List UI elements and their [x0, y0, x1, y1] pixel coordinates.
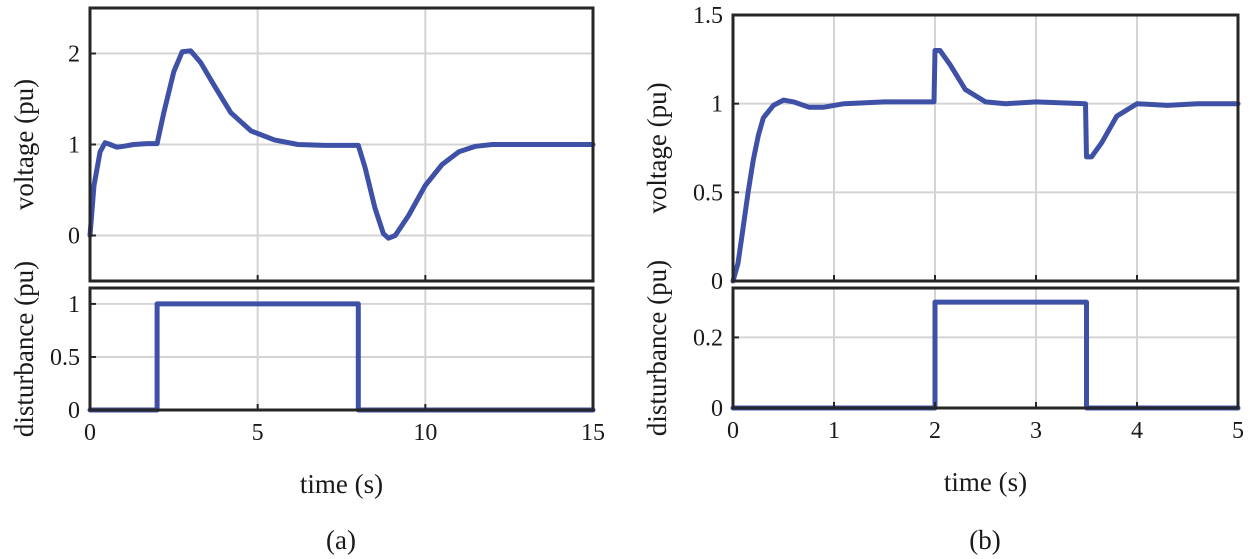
axes-frame	[88, 286, 595, 412]
x-tick-label: 4	[1131, 418, 1143, 444]
x-axis-label: time (s)	[300, 469, 383, 499]
y-axis-label: disturbance (pu)	[9, 261, 39, 437]
y-tick-label: 1	[711, 92, 723, 118]
y-tick-label: 0	[711, 269, 723, 295]
axes-frame	[731, 13, 1240, 283]
x-tick-label: 1	[828, 418, 840, 444]
y-tick-label: 0.5	[50, 345, 80, 371]
y-tick-label: 0.2	[693, 325, 723, 351]
panel-caption-a: (a)	[326, 525, 356, 555]
subplot-4: 0 1 2 3 4 5 0 0.2 disturbance (pu) time (s)	[642, 260, 1244, 497]
x-tick-label: 0	[727, 418, 739, 444]
y-tick-label: 0	[711, 396, 723, 422]
x-tick-label: 5	[1232, 418, 1244, 444]
y-tick-label: 0	[68, 398, 80, 424]
panel-caption-b: (b)	[969, 525, 1000, 555]
y-tick-label: 0	[68, 224, 80, 250]
x-tick-label: 10	[413, 420, 437, 446]
x-tick-label: 15	[581, 420, 605, 446]
series-line	[730, 299, 1241, 411]
axes-frame	[731, 286, 1240, 410]
y-tick-label: 1	[68, 292, 80, 318]
series-line	[730, 48, 1241, 284]
subplot-1: 0 1 2 voltage (pu)	[9, 6, 596, 283]
x-tick-label: 3	[1030, 418, 1042, 444]
y-tick-label: 1.5	[693, 3, 723, 29]
series-line	[87, 48, 596, 241]
subplot-2: 0 5 10 15 0 0.5 1 disturbance (pu) time (s)	[9, 261, 605, 499]
y-axis-label: disturbance (pu)	[642, 260, 672, 436]
x-tick-label: 0	[84, 420, 96, 446]
x-axis-label: time (s)	[944, 467, 1027, 497]
y-axis-label: voltage (pu)	[9, 79, 39, 210]
x-tick-label: 2	[929, 418, 941, 444]
y-tick-label: 1	[68, 133, 80, 159]
y-tick-label: 2	[68, 42, 80, 68]
x-tick-label: 5	[252, 420, 264, 446]
y-axis-label: voltage (pu)	[642, 82, 672, 213]
y-tick-label: 0.5	[693, 180, 723, 206]
subplot-3: 0 0.5 1 1.5 voltage (pu)	[642, 3, 1241, 295]
